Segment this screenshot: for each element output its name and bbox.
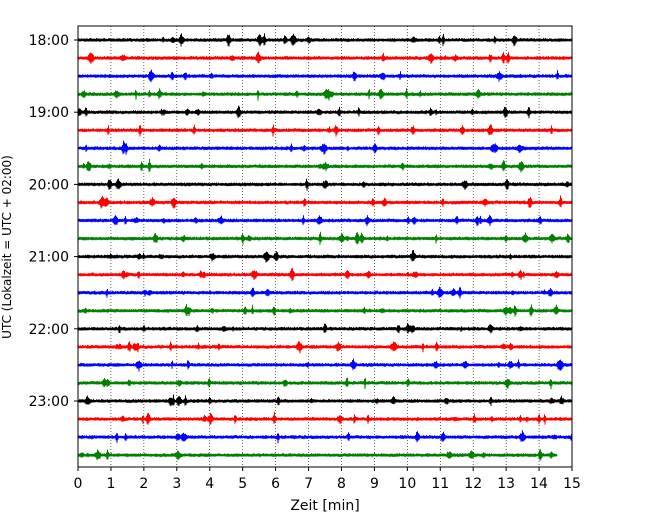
- seismic-trace: [77, 88, 573, 101]
- seismic-trace: [77, 178, 573, 191]
- y-tick-label: 21:00: [29, 250, 69, 266]
- seismic-trace: [77, 449, 558, 461]
- x-tick-label: 15: [563, 476, 581, 492]
- y-tick-label: 22:00: [29, 322, 69, 338]
- seismic-trace: [77, 231, 573, 245]
- x-tick-label: 13: [497, 476, 515, 492]
- x-tick-label: 7: [304, 476, 313, 492]
- y-tick-label: 23:00: [29, 394, 69, 410]
- x-tick-label: 3: [172, 476, 181, 492]
- x-tick-label: 12: [464, 476, 482, 492]
- y-tick-label: 18:00: [29, 33, 69, 49]
- seismic-trace: [77, 286, 573, 299]
- x-tick-label: 8: [337, 476, 346, 492]
- seismic-trace: [77, 358, 573, 372]
- y-axis-label: UTC (Lokalzeit = UTC + 02:00): [0, 155, 14, 339]
- x-axis-ticks: 0 1 2 3 4 5 6 7 8 9 10 11 12 13 14 15: [74, 467, 581, 492]
- seismic-traces: [77, 33, 573, 461]
- x-tick-label: 11: [431, 476, 449, 492]
- seismic-trace: [77, 195, 573, 209]
- seismic-trace: [77, 214, 573, 227]
- seismic-trace: [77, 51, 573, 65]
- seismic-trace: [77, 69, 573, 83]
- seismic-trace: [77, 430, 573, 444]
- plot-frame: [77, 25, 573, 468]
- x-tick-label: 9: [370, 476, 379, 492]
- y-axis-ticks: 18:00 19:00 20:00 21:00 22:00 23:00: [29, 33, 78, 410]
- seismic-trace: [77, 33, 573, 47]
- x-tick-label: 1: [106, 476, 115, 492]
- y-tick-label: 20:00: [29, 177, 69, 193]
- x-tick-label: 2: [139, 476, 148, 492]
- x-tick-label: 0: [74, 476, 83, 492]
- x-tick-label: 14: [530, 476, 548, 492]
- seismic-trace: [77, 105, 573, 119]
- seismic-trace: [77, 322, 573, 334]
- x-tick-label: 5: [238, 476, 247, 492]
- seismic-trace: [77, 158, 573, 173]
- seismic-trace: [77, 268, 573, 282]
- seismic-trace: [77, 377, 573, 390]
- seismic-trace: [77, 124, 573, 137]
- seismic-trace: [77, 411, 573, 426]
- seismic-trace: [77, 249, 573, 263]
- seismic-trace: [77, 341, 573, 354]
- seismic-trace: [77, 303, 573, 317]
- x-tick-label: 10: [398, 476, 416, 492]
- y-tick-label: 19:00: [29, 105, 69, 121]
- x-tick-label: 6: [271, 476, 280, 492]
- seismic-trace: [77, 394, 573, 407]
- x-axis-label: Zeit [min]: [290, 498, 359, 514]
- x-tick-label: 4: [205, 476, 214, 492]
- seismic-trace: [77, 140, 573, 155]
